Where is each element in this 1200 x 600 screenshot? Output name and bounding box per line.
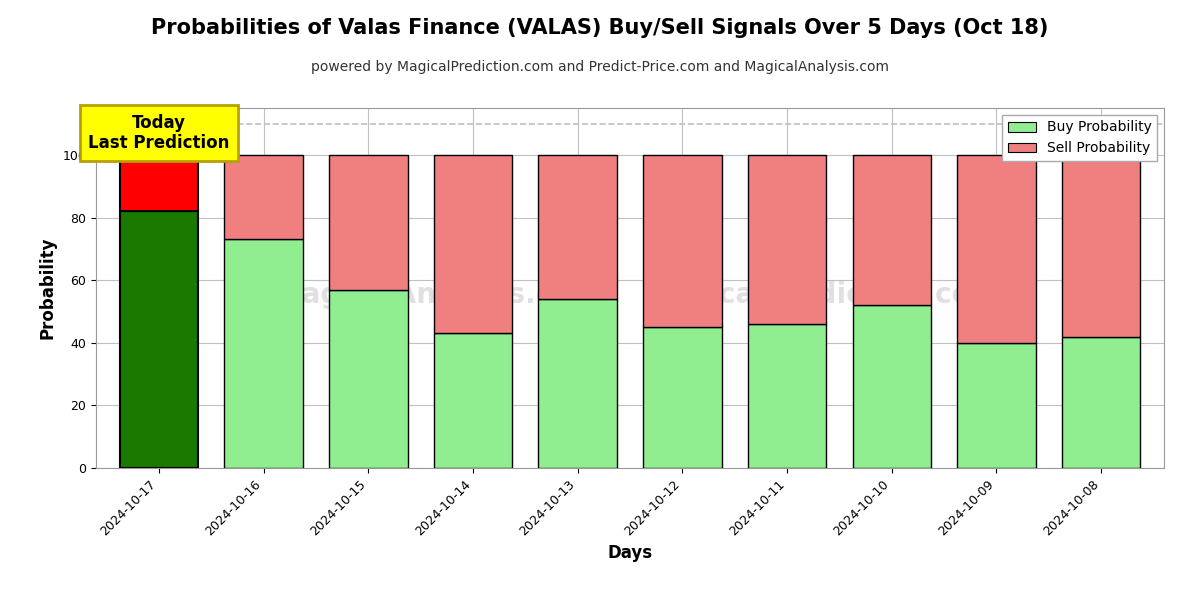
Text: Today
Last Prediction: Today Last Prediction: [88, 113, 229, 152]
Legend: Buy Probability, Sell Probability: Buy Probability, Sell Probability: [1002, 115, 1157, 161]
Y-axis label: Probability: Probability: [38, 237, 56, 339]
Bar: [433, 155, 512, 334]
Bar: [1062, 155, 1140, 337]
Bar: [433, 334, 512, 468]
Bar: [329, 290, 408, 468]
Bar: [224, 239, 302, 468]
Bar: [1062, 337, 1140, 468]
Bar: [539, 155, 617, 299]
Text: MagicalAnalysis.com: MagicalAnalysis.com: [275, 281, 601, 309]
X-axis label: Days: Days: [607, 544, 653, 562]
Text: Probabilities of Valas Finance (VALAS) Buy/Sell Signals Over 5 Days (Oct 18): Probabilities of Valas Finance (VALAS) B…: [151, 18, 1049, 38]
Text: MagicalPrediction.com: MagicalPrediction.com: [644, 281, 1001, 309]
Bar: [224, 155, 302, 239]
Bar: [958, 343, 1036, 468]
Bar: [748, 155, 827, 324]
Bar: [120, 155, 198, 211]
Bar: [539, 299, 617, 468]
Bar: [852, 155, 931, 305]
Bar: [643, 327, 721, 468]
Bar: [852, 305, 931, 468]
Bar: [748, 324, 827, 468]
Text: powered by MagicalPrediction.com and Predict-Price.com and MagicalAnalysis.com: powered by MagicalPrediction.com and Pre…: [311, 60, 889, 74]
Bar: [958, 155, 1036, 343]
Bar: [329, 155, 408, 290]
Bar: [120, 211, 198, 468]
Bar: [643, 155, 721, 327]
